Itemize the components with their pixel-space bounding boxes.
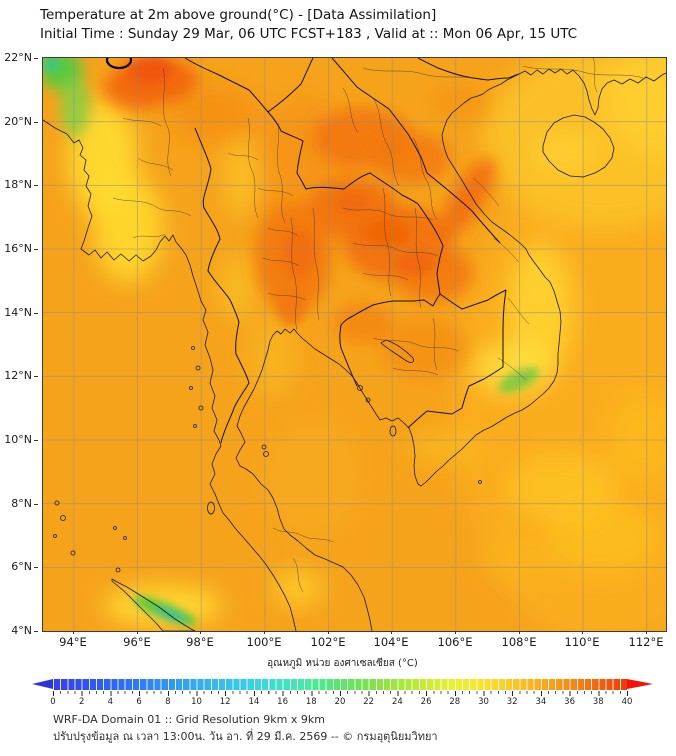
colorbar-right-arrow (627, 679, 653, 689)
y-axis-label-12n: 12°N (2, 369, 38, 382)
colorbar-tick-38: 38 (592, 697, 604, 707)
temperature-contour-36c (105, 58, 133, 70)
colorbar-ticks (53, 691, 628, 696)
colorbar-tick-36: 36 (564, 697, 575, 707)
x-axis-label-104e: 104°E (364, 631, 418, 649)
colorbar-gradient (53, 679, 627, 690)
colorbar-tick-2: 2 (78, 697, 85, 707)
title-block: Temperature at 2m above ground(°C) - [Da… (40, 6, 577, 44)
colorbar-tick-12: 12 (219, 697, 231, 707)
page-title: Temperature at 2m above ground(°C) - [Da… (40, 7, 437, 23)
x-axis-label-102e: 102°E (301, 631, 355, 649)
colorbar-tick-4: 4 (107, 697, 114, 707)
map-canvas (42, 57, 667, 632)
temperature-core-blobs (43, 58, 540, 626)
colorbar-title: อุณหภูมิ หน่วย องศาเซลเซียส (°C) (267, 658, 418, 669)
colorbar-tick-22: 22 (363, 697, 375, 707)
x-axis-label-110e: 110°E (555, 631, 609, 649)
temperature-field-map (43, 58, 666, 631)
footer-domain-info: WRF-DA Domain 01 :: Grid Resolution 9km … (53, 713, 325, 726)
colorbar-tick-14: 14 (248, 697, 260, 707)
province-boundaries (112, 58, 644, 593)
colorbar: อุณหภูมิ หน่วย องศาเซลเซียส (°C) 0 2 4 6… (32, 656, 653, 707)
footer-update-info: ปรับปรุงข้อมูล ณ เวลา 13:00น. วัน อา. ที… (53, 729, 438, 743)
colorbar-bar (32, 679, 653, 690)
x-axis-label-108e: 108°E (492, 631, 546, 649)
colorbar-tick-20: 20 (334, 697, 346, 707)
colorbar-tick-18: 18 (305, 697, 317, 707)
y-axis-label-6n: 6°N (2, 560, 38, 573)
y-axis-label-18n: 18°N (2, 178, 38, 191)
coastlines (43, 68, 666, 631)
colorbar-tick-0: 0 (50, 697, 56, 707)
colorbar-tick-16: 16 (277, 697, 288, 707)
colorbar-tick-34: 34 (535, 697, 547, 707)
y-axis-label-20n: 20°N (2, 115, 38, 128)
colorbar-tick-28: 28 (449, 697, 461, 707)
x-axis-label-94e: 94°E (46, 631, 100, 649)
colorbar-tick-30: 30 (478, 697, 489, 707)
graticule-gridlines (43, 58, 666, 631)
y-axis-label-10n: 10°N (2, 433, 38, 446)
x-axis-label-112e: 112°E (619, 631, 673, 649)
x-axis-label-106e: 106°E (428, 631, 482, 649)
y-axis-label-16n: 16°N (2, 242, 38, 255)
colorbar-tick-10: 10 (191, 697, 202, 707)
y-axis-label-14n: 14°N (2, 306, 38, 319)
y-axis-label-22n: 22°N (2, 51, 38, 64)
colorbar-tick-6: 6 (136, 697, 142, 707)
footer-block: WRF-DA Domain 01 :: Grid Resolution 9km … (53, 712, 438, 745)
colorbar-tick-26: 26 (420, 697, 432, 707)
x-axis-label-98e: 98°E (173, 631, 227, 649)
y-axis-label-8n: 8°N (2, 497, 38, 510)
x-axis-label-100e: 100°E (237, 631, 291, 649)
colorbar-tick-24: 24 (391, 697, 403, 707)
x-axis-label-96e: 96°E (110, 631, 164, 649)
y-axis-label-4n: 4°N (2, 624, 38, 637)
colorbar-tick-8: 8 (165, 697, 171, 707)
page-subtitle: Initial Time : Sunday 29 Mar, 06 UTC FCS… (40, 26, 578, 42)
colorbar-left-arrow (32, 679, 53, 689)
colorbar-tick-32: 32 (506, 697, 518, 707)
country-borders (184, 58, 520, 444)
colorbar-tick-40: 40 (621, 697, 633, 707)
